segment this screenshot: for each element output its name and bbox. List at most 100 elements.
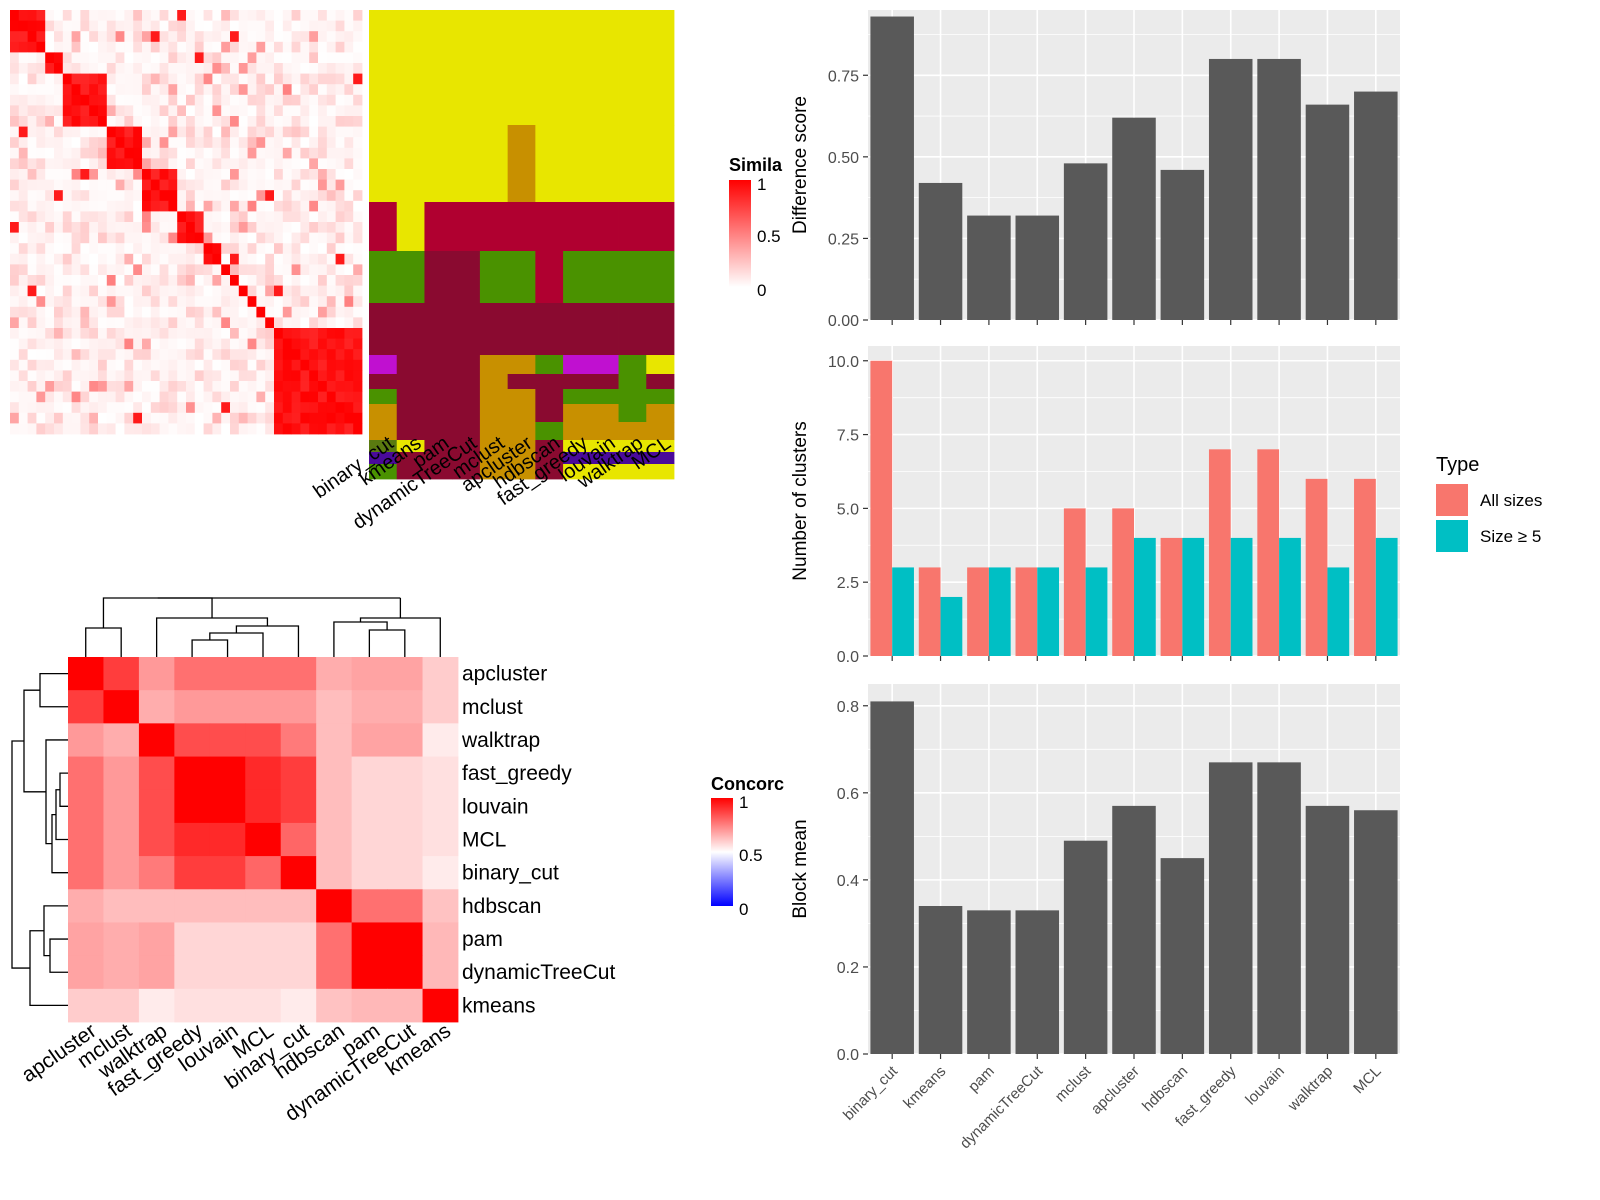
concordance-cell [387,723,423,757]
similarity-cell [186,370,196,382]
similarity-cell [177,306,187,318]
similarity-cell [89,179,99,191]
similarity-cell [36,296,46,308]
similarity-cell [230,116,240,127]
similarity-cell [194,169,204,180]
similarity-cell [300,391,310,403]
similarity-cell [274,179,284,191]
similarity-cell [318,275,328,286]
similarity-cell [54,10,64,21]
similarity-cell [291,116,301,127]
cluster-cell [590,452,619,465]
similarity-cell [247,211,257,223]
similarity-cell [309,105,319,117]
similarity-cell [133,52,143,64]
similarity-cell [124,179,134,191]
similarity-cell [194,190,204,202]
similarity-cell [150,116,160,127]
similarity-cell [36,169,46,180]
similarity-cell [238,211,248,223]
similarity-cell [124,222,134,233]
similarity-cell [335,158,345,170]
similarity-cell [256,391,266,403]
similarity-cell [265,222,275,233]
similarity-cell [18,158,28,170]
similarity-cell [247,402,257,414]
similarity-cell [300,359,310,371]
cluster-cell [396,10,425,126]
similarity-cell [150,359,160,371]
similarity-cell [300,10,310,21]
similarity-cell [10,359,20,371]
cluster-cell [479,464,509,480]
similarity-cell [300,147,310,159]
similarity-cell [212,158,222,170]
similarity-cell [27,73,37,85]
similarity-cell [212,328,222,339]
similarity-cell [335,317,345,329]
similarity-cell [115,296,125,308]
y-tick-label: 0.0 [837,1047,859,1064]
similarity-cell [274,190,284,202]
similarity-cell [186,359,196,371]
similarity-cell [212,275,222,286]
similarity-cell [18,285,28,297]
similarity-cell [54,52,64,64]
cluster-cell [452,464,481,480]
similarity-cell [133,222,143,233]
concordance-cell [422,955,459,990]
similarity-cell [282,243,292,255]
similarity-cell [221,328,231,339]
cluster-cell [563,355,592,375]
similarity-cell [344,190,354,202]
cluster-cell [535,389,564,405]
similarity-cell [238,381,248,392]
similarity-cell [159,232,169,244]
similarity-cell [309,94,319,106]
similarity-cell [291,317,301,329]
cluster-cell [535,464,564,480]
similarity-cell [335,116,345,127]
similarity-cell [124,349,134,361]
similarity-cell [282,306,292,318]
similarity-cell [89,20,99,32]
similarity-cell [142,381,152,392]
similarity-cell [142,200,152,212]
cluster-cell [452,389,481,405]
similarity-cell [133,359,143,371]
similarity-cell [300,179,310,191]
similarity-cell [168,275,178,286]
concordance-row-label: fast_greedy [462,762,572,785]
concordance-row-label: binary_cut [462,862,559,885]
concordance-cell [316,723,353,757]
bar-binary_cut [870,16,914,321]
similarity-cell [142,190,152,202]
similarity-cell [230,232,240,244]
similarity-cell [291,31,301,43]
similarity-cell [309,359,319,371]
similarity-cell [186,275,196,286]
similarity-cell [106,391,116,403]
similarity-cell [124,232,134,244]
similarity-cell [10,211,20,223]
similarity-cell [54,63,64,74]
similarity-cell [247,179,257,191]
similarity-cell [212,349,222,361]
cluster-cell [424,440,453,453]
similarity-cell [124,328,134,339]
similarity-cell [150,63,160,74]
similarity-cell [45,391,55,403]
similarity-cell [159,423,169,435]
similarity-cell [221,243,231,255]
concordance-row-label: MCL [462,829,506,852]
similarity-cell [54,359,64,371]
cluster-cell [369,422,398,441]
similarity-cell [265,232,275,244]
cluster-cell [618,440,647,453]
similarity-cell [45,41,55,53]
similarity-cell [89,211,99,223]
x-tick-label: walktrap [1284,1063,1336,1115]
concordance-row-label: louvain [462,795,529,818]
similarity-cell [318,222,328,233]
concordance-cell [138,723,175,757]
